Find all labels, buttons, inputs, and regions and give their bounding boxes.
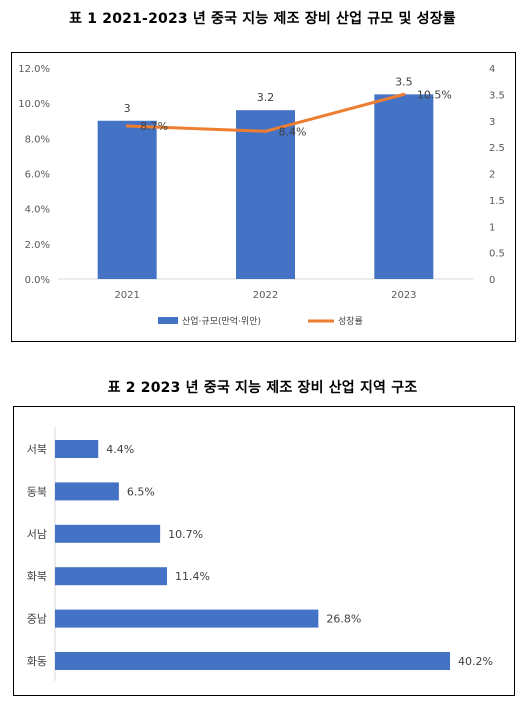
y-right-tick-label: 1 bbox=[489, 222, 495, 233]
y-left-tick-label: 6.0% bbox=[25, 170, 50, 181]
bar-data-label: 3 bbox=[124, 102, 131, 115]
bar bbox=[55, 609, 319, 628]
bar-data-label: 40.2% bbox=[458, 655, 493, 668]
y-left-tick-label: 12.0% bbox=[18, 64, 50, 75]
y-left-tick-label: 10.0% bbox=[18, 99, 50, 110]
chart1-svg: 0.0% 2.0% 4.0% 6.0% 8.0% 10.0% 12.0% 0 0.5 1 1.5 2 2… bbox=[18, 64, 505, 327]
bar-data-label: 10.7% bbox=[168, 528, 203, 541]
bar bbox=[55, 567, 168, 586]
chart2-title: 표 2 2023 년 중국 지능 제조 장비 산업 지역 구조 bbox=[107, 380, 418, 396]
bar bbox=[55, 440, 99, 458]
line-point bbox=[264, 129, 267, 133]
bar bbox=[55, 482, 119, 501]
x-tick-label: 2021 bbox=[114, 290, 139, 301]
category-label: 동북 bbox=[27, 485, 47, 498]
bar bbox=[55, 652, 450, 670]
y-left-tick-label: 8.0% bbox=[25, 134, 50, 145]
bar bbox=[374, 94, 434, 279]
category-label: 중남 bbox=[27, 613, 47, 626]
bar-data-label: 4.4% bbox=[106, 443, 134, 456]
y-right-tick-label: 2.5 bbox=[489, 143, 505, 154]
bar bbox=[236, 110, 295, 279]
legend-label-line: 성장률 bbox=[338, 316, 363, 327]
bar-data-label: 3.2 bbox=[257, 91, 275, 104]
bar bbox=[55, 524, 161, 543]
bar-data-label: 3.5 bbox=[395, 75, 413, 88]
y-left-tick-label: 2.0% bbox=[25, 240, 50, 251]
y-left-tick-label: 4.0% bbox=[25, 205, 50, 216]
legend-label-bar: 산업·규모(만억·위안) bbox=[182, 315, 261, 327]
bar bbox=[97, 120, 157, 279]
y-right-tick-label: 3.5 bbox=[489, 90, 505, 101]
chart1-title: 표 1 2021-2023 년 중국 지능 제조 장비 산업 규모 및 성장률 bbox=[69, 11, 456, 27]
x-tick-label: 2022 bbox=[253, 290, 278, 301]
bar-data-label: 6.5% bbox=[127, 485, 155, 498]
y-right-tick-label: 3 bbox=[489, 117, 495, 128]
bar-data-label: 11.4% bbox=[175, 570, 210, 583]
category-label: 화동 bbox=[27, 655, 47, 668]
bar-data-label: 26.8% bbox=[326, 613, 361, 626]
chart1-frame: 0.0% 2.0% 4.0% 6.0% 8.0% 10.0% 12.0% 0 0.5 1 1.5 2 2… bbox=[11, 52, 516, 342]
y-left-tick-label: 0.0% bbox=[25, 275, 50, 286]
line-point bbox=[125, 124, 129, 128]
y-right-tick-label: 0.5 bbox=[489, 249, 505, 260]
category-label: 서북 bbox=[27, 443, 47, 456]
category-label: 서남 bbox=[27, 528, 47, 541]
y-right-tick-label: 1.5 bbox=[489, 196, 505, 207]
x-tick-label: 2023 bbox=[391, 290, 416, 301]
legend-swatch-bar bbox=[158, 317, 178, 324]
line-data-label: 8.7% bbox=[140, 120, 168, 133]
chart2-frame: 서북 4.4% 동북 6.5% 서남 10.7% 화북 11.4% 중남 26.8% 화동 40.2% bbox=[13, 406, 515, 696]
line-data-label: 8.4% bbox=[279, 125, 307, 138]
chart2-svg: 서북 4.4% 동북 6.5% 서남 10.7% 화북 11.4% 중남 26.8% 화동 40.2% bbox=[27, 427, 493, 681]
line-point bbox=[402, 92, 406, 96]
line-data-label: 10.5% bbox=[417, 88, 452, 101]
category-label: 화북 bbox=[27, 570, 47, 583]
y-right-tick-label: 4 bbox=[489, 64, 495, 75]
y-right-tick-label: 2 bbox=[489, 170, 495, 181]
y-right-tick-label: 0 bbox=[489, 275, 495, 286]
